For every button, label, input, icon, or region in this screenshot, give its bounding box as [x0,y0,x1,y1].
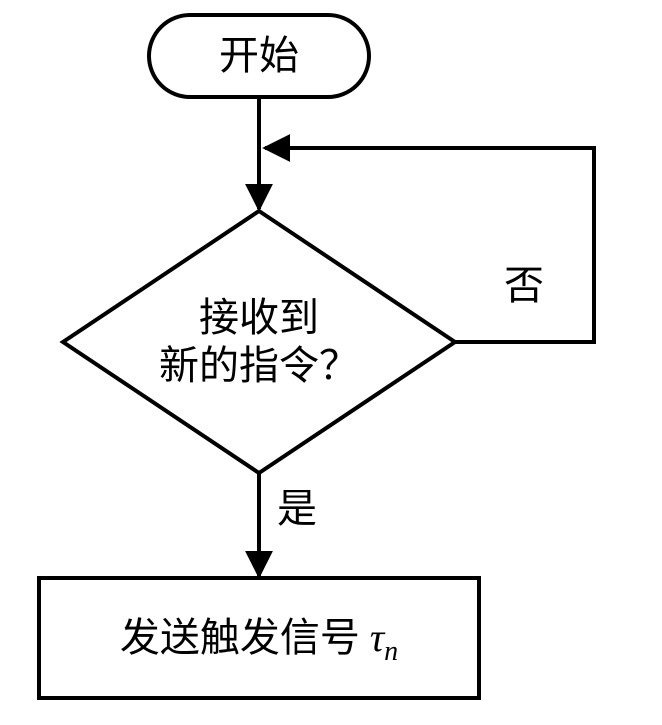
edge-no-label: 否 [504,262,544,310]
edge-yes-label: 是 [277,485,317,533]
start-label: 开始 [149,32,369,80]
decision-label: 接收到新的指令？ [63,294,455,390]
process-label: 发送触发信号 τn [39,614,479,669]
